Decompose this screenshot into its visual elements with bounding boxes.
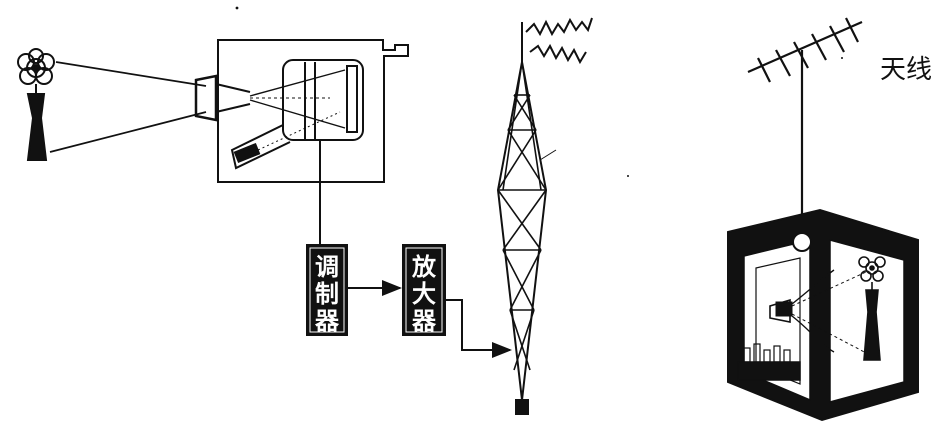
amplifier-char-1: 放 (411, 253, 437, 281)
amplifier-box: 放 大 器 (402, 244, 446, 336)
receiving-antenna (747, 17, 863, 232)
antenna-label: 天线 (880, 55, 932, 85)
subject-flower-vase (17, 48, 55, 161)
flower-icon (17, 48, 55, 85)
vase-icon (26, 93, 48, 161)
circuit-board-icon (737, 361, 801, 381)
camera-tube (194, 39, 409, 244)
transmission-tower (496, 22, 557, 415)
light-rays-object (49, 61, 207, 153)
modulator-char-2: 制 (315, 280, 339, 308)
modulator-box: 调 制 器 (306, 244, 348, 336)
amplifier-char-2: 大 (412, 280, 436, 308)
camera-lens-icon (194, 74, 218, 122)
television-set (727, 208, 919, 422)
modulator-char-1: 调 (315, 253, 339, 281)
amplifier-char-3: 器 (411, 307, 437, 335)
displayed-image (858, 256, 886, 361)
picture-tube-gun-icon (775, 301, 793, 317)
modulator-char-3: 器 (314, 307, 340, 335)
wire-amplifier-to-tower (446, 299, 512, 358)
electron-gun-icon (233, 142, 261, 164)
radio-waves (525, 17, 593, 65)
